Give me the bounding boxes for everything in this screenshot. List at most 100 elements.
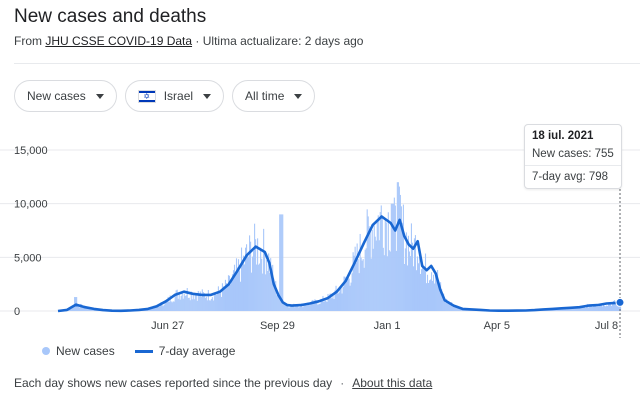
new-cases-bar bbox=[386, 256, 388, 311]
new-cases-bar bbox=[572, 308, 574, 311]
new-cases-bar bbox=[277, 294, 279, 311]
new-cases-bar bbox=[304, 305, 306, 311]
new-cases-bar bbox=[358, 273, 360, 311]
new-cases-bar bbox=[351, 273, 353, 311]
legend-new-cases: New cases bbox=[56, 344, 115, 358]
new-cases-bar bbox=[214, 294, 216, 311]
new-cases-bar bbox=[265, 274, 267, 311]
metric-dropdown[interactable]: New cases bbox=[14, 80, 117, 112]
new-cases-bar bbox=[170, 301, 172, 311]
new-cases-bar bbox=[215, 294, 217, 311]
new-cases-bar bbox=[410, 223, 412, 311]
metric-label: New cases bbox=[27, 89, 86, 103]
new-cases-bar bbox=[396, 182, 398, 311]
new-cases-bar bbox=[279, 214, 281, 311]
new-cases-bar bbox=[355, 262, 357, 311]
new-cases-bar bbox=[249, 235, 251, 311]
y-tick-label: 5,000 bbox=[14, 252, 42, 264]
location-dropdown[interactable]: ✡ Israel bbox=[124, 80, 225, 112]
new-cases-bar bbox=[604, 306, 607, 311]
new-cases-bar bbox=[296, 306, 298, 311]
tooltip-new-cases: New cases: 755 bbox=[532, 148, 614, 160]
new-cases-bar bbox=[234, 273, 237, 311]
new-cases-bar bbox=[392, 203, 394, 311]
source-line: From JHU CSSE COVID-19 Data · Ultima act… bbox=[14, 34, 363, 48]
footer-note: Each day shows new cases reported since … bbox=[14, 376, 432, 390]
new-cases-bar bbox=[231, 274, 234, 311]
new-cases-bar bbox=[259, 263, 261, 311]
new-cases-bar bbox=[316, 302, 318, 311]
new-cases-bar bbox=[233, 264, 236, 311]
new-cases-bar bbox=[82, 307, 84, 311]
new-cases-bar bbox=[251, 272, 253, 311]
new-cases-bar bbox=[591, 306, 593, 311]
new-cases-bar bbox=[341, 293, 343, 311]
new-cases-bar bbox=[166, 299, 168, 311]
new-cases-bar bbox=[574, 307, 576, 311]
new-cases-bar bbox=[444, 299, 446, 311]
new-cases-bar bbox=[559, 308, 561, 311]
seven-day-average-line bbox=[57, 215, 621, 313]
new-cases-bar bbox=[349, 285, 351, 311]
new-cases-bar bbox=[457, 306, 459, 311]
source-link[interactable]: JHU CSSE COVID-19 Data bbox=[45, 34, 193, 48]
new-cases-bar bbox=[173, 301, 175, 311]
new-cases-bar bbox=[184, 295, 186, 311]
new-cases-bar bbox=[557, 308, 559, 311]
new-cases-bar bbox=[312, 299, 314, 311]
new-cases-bar bbox=[290, 304, 292, 311]
new-cases-bar bbox=[421, 264, 424, 311]
new-cases-bar bbox=[274, 287, 276, 311]
new-cases-bar bbox=[586, 303, 588, 311]
new-cases-bar bbox=[313, 303, 315, 311]
new-cases-bar bbox=[378, 240, 380, 311]
new-cases-bar bbox=[580, 305, 582, 311]
new-cases-bar bbox=[308, 303, 310, 311]
new-cases-bar bbox=[397, 182, 399, 311]
new-cases-bar bbox=[207, 289, 209, 311]
new-cases-bar bbox=[369, 228, 371, 311]
new-cases-bar bbox=[202, 292, 204, 311]
new-cases-bar bbox=[252, 256, 254, 311]
caret-down-icon bbox=[95, 93, 104, 99]
new-cases-bar bbox=[419, 273, 422, 311]
new-cases-bar bbox=[402, 204, 404, 311]
new-cases-bar bbox=[226, 286, 229, 311]
new-cases-bar bbox=[412, 266, 414, 311]
new-cases-bar bbox=[90, 308, 92, 311]
filter-bar: New cases ✡ Israel All time bbox=[14, 80, 316, 112]
new-cases-bar bbox=[211, 297, 213, 311]
new-cases-bar bbox=[325, 300, 327, 311]
new-cases-bar bbox=[271, 277, 273, 311]
location-label: Israel bbox=[163, 89, 194, 103]
new-cases-bar bbox=[225, 283, 227, 311]
new-cases-bar bbox=[610, 305, 613, 311]
new-cases-bar bbox=[436, 280, 438, 311]
new-cases-bar bbox=[372, 248, 374, 311]
new-cases-bar bbox=[164, 300, 166, 311]
hover-point bbox=[615, 297, 625, 307]
new-cases-bar bbox=[455, 307, 457, 311]
new-cases-bar bbox=[393, 197, 395, 311]
new-cases-bar bbox=[387, 212, 389, 311]
new-cases-bar bbox=[201, 289, 203, 311]
new-cases-bar bbox=[174, 294, 176, 311]
new-cases-bar bbox=[409, 256, 411, 311]
new-cases-bar bbox=[582, 306, 584, 311]
new-cases-bar bbox=[335, 285, 337, 311]
new-cases-bar bbox=[254, 223, 256, 311]
cases-chart[interactable]: 15,000 10,000 5,000 0 Jun 27 Sep 29 Jan 1 Apr 5… bbox=[0, 0, 640, 345]
new-cases-bar bbox=[400, 206, 402, 311]
new-cases-bar bbox=[381, 217, 383, 311]
new-cases-bar bbox=[212, 300, 214, 311]
legend-7-day-average: 7-day average bbox=[158, 344, 236, 358]
new-cases-bar bbox=[306, 305, 308, 311]
new-cases-bar bbox=[322, 295, 324, 311]
about-data-link[interactable]: About this data bbox=[352, 376, 433, 390]
y-tick-label: 15,000 bbox=[14, 145, 48, 157]
range-dropdown[interactable]: All time bbox=[232, 80, 316, 112]
new-cases-bar bbox=[337, 293, 339, 311]
new-cases-bar bbox=[324, 300, 326, 311]
new-cases-bar bbox=[71, 308, 73, 311]
new-cases-bar bbox=[318, 303, 320, 311]
